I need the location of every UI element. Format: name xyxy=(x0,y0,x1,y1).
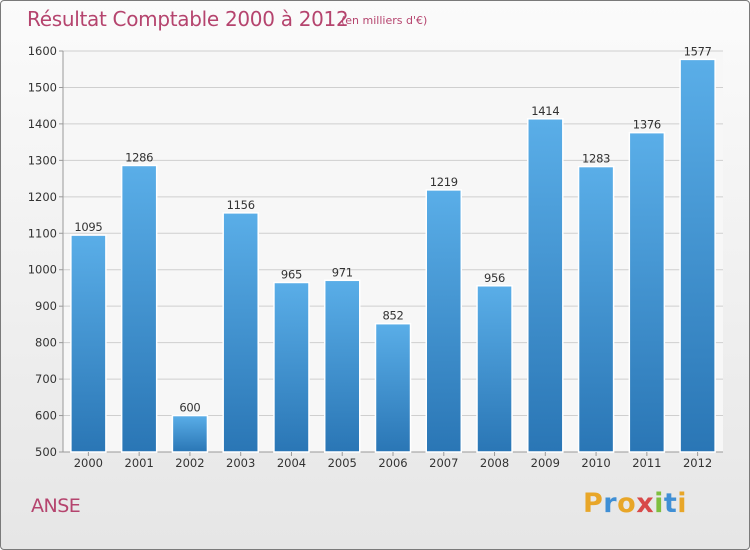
data-label-2003: 1156 xyxy=(227,198,255,212)
x-tick-label-2003: 2003 xyxy=(226,456,255,470)
data-label-2007: 1219 xyxy=(430,175,458,189)
logo-letter: i xyxy=(654,488,664,519)
data-label-2012: 1577 xyxy=(684,44,712,58)
bar-2008 xyxy=(477,286,512,452)
data-label-2004: 965 xyxy=(281,267,302,281)
bar-2010 xyxy=(579,167,614,452)
bar-2004 xyxy=(274,282,309,452)
bar-2000 xyxy=(71,235,106,452)
logo-letter: t xyxy=(664,488,677,519)
x-tick-label-2000: 2000 xyxy=(74,456,103,470)
y-tick-label-1200: 1200 xyxy=(28,190,57,204)
bar-2002 xyxy=(172,416,207,452)
x-tick-label-2002: 2002 xyxy=(175,456,204,470)
logo-letter: i xyxy=(677,488,687,519)
logo-letter: o xyxy=(617,488,636,519)
y-tick-label-600: 600 xyxy=(35,409,57,423)
bar-2001 xyxy=(122,165,157,452)
x-tick-label-2010: 2010 xyxy=(581,456,610,470)
proxiti-logo[interactable]: Proxiti xyxy=(583,488,687,519)
bar-2003 xyxy=(223,213,258,452)
chart-frame: Résultat Comptable 2000 à 2012 (en milli… xyxy=(0,0,750,550)
y-tick-label-1600: 1600 xyxy=(28,44,57,58)
x-tick-label-2001: 2001 xyxy=(125,456,154,470)
data-label-2006: 852 xyxy=(382,309,403,323)
bar-2012 xyxy=(680,59,715,452)
logo-letter: P xyxy=(583,488,603,519)
x-tick-label-2011: 2011 xyxy=(632,456,661,470)
bar-2006 xyxy=(375,324,410,452)
y-tick-label-700: 700 xyxy=(35,372,57,386)
data-label-2011: 1376 xyxy=(633,118,661,132)
data-label-2010: 1283 xyxy=(582,152,610,166)
bar-chart: 500 600 700 800 900 1000 1100 1200 1300 1400 1500 1… xyxy=(1,1,749,549)
x-tick-label-2004: 2004 xyxy=(277,456,306,470)
y-tick-label-1100: 1100 xyxy=(28,226,57,240)
y-tick-label-500: 500 xyxy=(35,445,57,459)
data-label-2001: 1286 xyxy=(125,150,153,164)
x-tick-label-2005: 2005 xyxy=(328,456,357,470)
y-tick-label-800: 800 xyxy=(35,336,57,350)
y-tick-label-1000: 1000 xyxy=(28,263,57,277)
bar-2007 xyxy=(426,190,461,452)
x-tick-label-2008: 2008 xyxy=(480,456,509,470)
x-tick-label-2007: 2007 xyxy=(429,456,458,470)
data-label-2008: 956 xyxy=(484,271,505,285)
data-label-2002: 600 xyxy=(179,401,200,415)
data-label-2009: 1414 xyxy=(531,104,559,118)
x-tick-label-2006: 2006 xyxy=(378,456,407,470)
logo-letter: r xyxy=(603,488,617,519)
y-tick-label-1300: 1300 xyxy=(28,153,57,167)
y-tick-label-1500: 1500 xyxy=(28,80,57,94)
data-label-2000: 1095 xyxy=(74,220,102,234)
data-label-2005: 971 xyxy=(332,265,353,279)
bar-2011 xyxy=(629,133,664,452)
x-tick-label-2009: 2009 xyxy=(531,456,560,470)
logo-letter: x xyxy=(636,488,654,519)
y-tick-label-900: 900 xyxy=(35,299,57,313)
bar-2005 xyxy=(325,280,360,452)
x-tick-label-2012: 2012 xyxy=(683,456,712,470)
place-name: ANSE xyxy=(31,495,80,517)
bar-2009 xyxy=(528,119,563,452)
y-tick-label-1400: 1400 xyxy=(28,117,57,131)
